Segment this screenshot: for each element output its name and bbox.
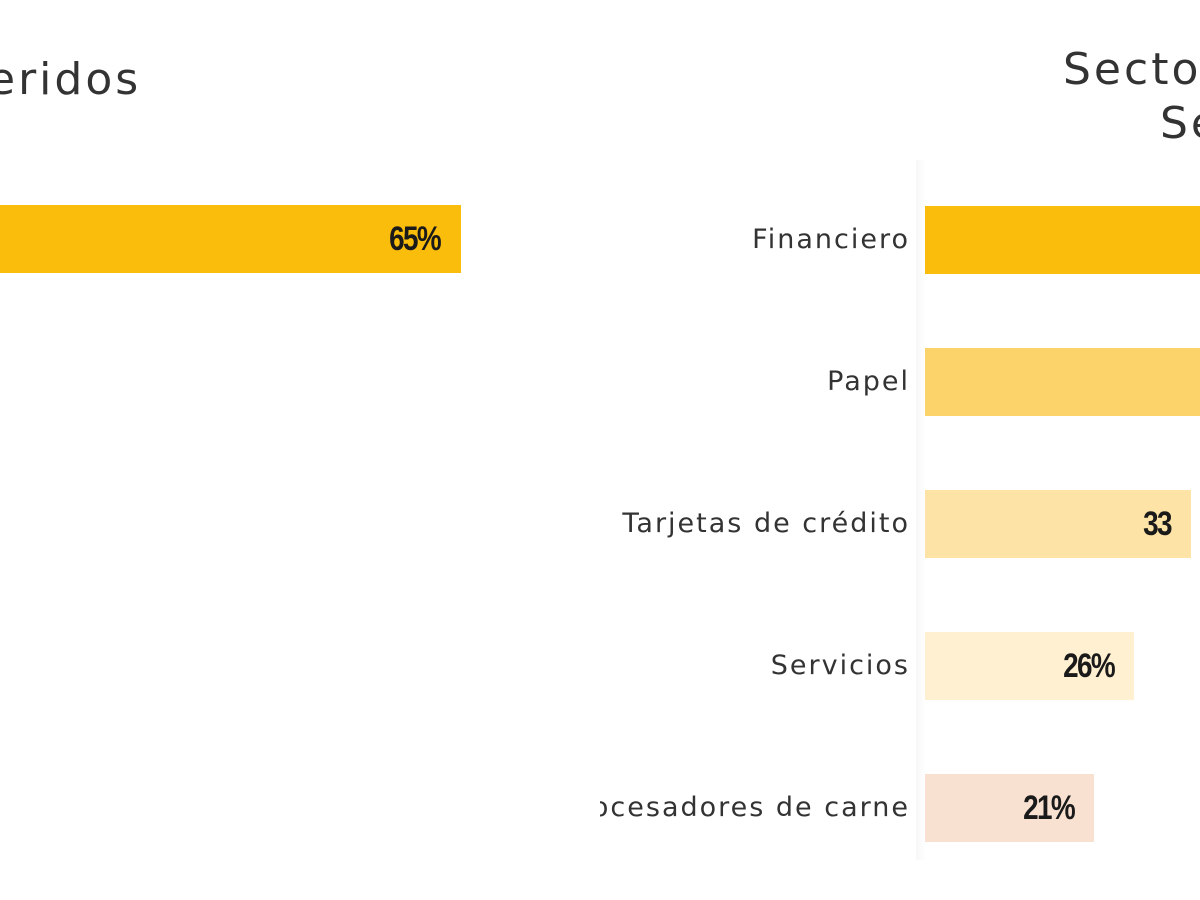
bar-value-label: 26% xyxy=(1063,647,1116,685)
bar-4 xyxy=(925,632,1135,700)
bar-value-label: 65% xyxy=(389,220,443,258)
right-chart-title-line-2: Se xyxy=(1160,98,1200,149)
left-chart-title: eridos xyxy=(0,54,142,105)
bar-5 xyxy=(925,774,1095,842)
right-chart-title-line-1: Secto xyxy=(1063,44,1200,95)
bar-1 xyxy=(925,206,1200,274)
bar-1 xyxy=(0,205,461,273)
left-chart: eridos 65%1% xyxy=(0,54,461,273)
bar-2 xyxy=(925,348,1200,416)
category-label: Servicios xyxy=(770,650,910,681)
bar-3 xyxy=(925,490,1191,558)
axis-line xyxy=(916,160,926,860)
bar-value-label: 21% xyxy=(1023,789,1076,827)
category-label: Papel xyxy=(827,366,910,397)
right-chart: Secto Se Financiero Papel 33 Tarjetas de cr… xyxy=(600,0,1200,900)
category-label: Financiero xyxy=(752,224,910,255)
category-label: Procesadores de carne xyxy=(600,792,910,823)
category-label: Tarjetas de crédito xyxy=(622,508,910,539)
bar-value-label: 33 xyxy=(1142,505,1172,543)
